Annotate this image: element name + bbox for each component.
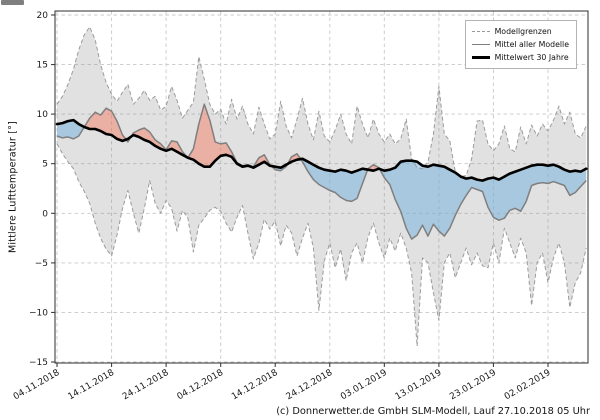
- y-tick-label: −5: [35, 259, 48, 269]
- cropped-screenshot-artifact: [1, 0, 24, 5]
- dashed-line-icon: [471, 31, 490, 32]
- y-tick-label: 15: [37, 61, 48, 71]
- copyright-caption: (c) Donnerwetter.de GmbH SLM-Modell, Lau…: [276, 406, 590, 417]
- y-tick-label: −15: [29, 358, 48, 368]
- warm-anomaly-fill: [57, 104, 587, 181]
- model-mean-line: [56, 103, 587, 240]
- y-tick-label: −10: [29, 308, 48, 318]
- model-min-line: [56, 143, 587, 347]
- legend-label: Mittel aller Modelle: [494, 40, 569, 49]
- y-tick-label: 5: [42, 160, 48, 170]
- model-max-line: [56, 26, 587, 178]
- y-tick-label: 0: [42, 209, 48, 219]
- legend-label: Modellgrenzen: [494, 27, 552, 36]
- y-axis-label: Mittlere Lufttemperatur [°]: [7, 120, 19, 254]
- black-line-icon: [471, 56, 490, 59]
- climate-mean-line: [55, 118, 588, 182]
- axes-spines: [54, 10, 589, 364]
- legend-label: Mittelwert 30 Jahre: [494, 53, 569, 62]
- legend-item-modellgrenzen: Modellgrenzen: [471, 25, 569, 38]
- legend-item-mittel-aller-modelle: Mittel aller Modelle: [471, 38, 569, 51]
- gray-line-icon: [471, 44, 490, 45]
- y-tick-label: 10: [37, 110, 49, 120]
- y-tick-label: 20: [37, 11, 49, 21]
- legend-item-mittelwert-30-jahre: Mittelwert 30 Jahre: [471, 51, 569, 64]
- legend: Modellgrenzen Mittel aller Modelle Mitte…: [464, 20, 577, 69]
- cold-anomaly-fill: [57, 120, 587, 240]
